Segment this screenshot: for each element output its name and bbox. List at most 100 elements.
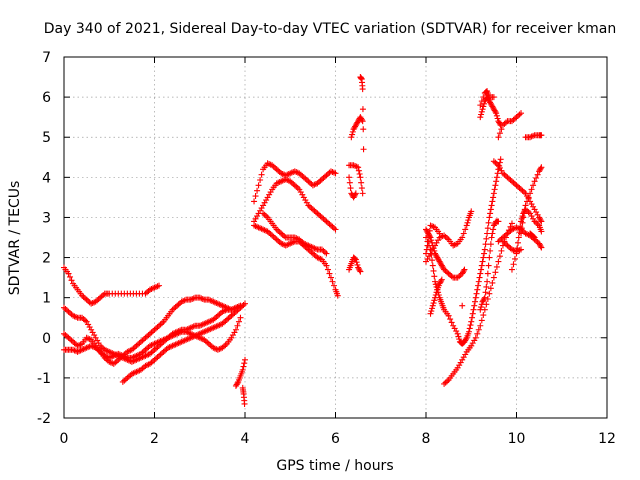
data-point (508, 220, 515, 227)
data-point (89, 343, 96, 350)
data-point (263, 197, 270, 204)
data-point (67, 273, 74, 280)
data-point (86, 336, 93, 343)
data-point (444, 269, 451, 276)
y-tick-label: 6 (42, 90, 51, 106)
data-point (428, 308, 435, 315)
data-point (472, 334, 479, 341)
data-point (518, 110, 525, 117)
data-point (330, 225, 337, 232)
data-point (318, 214, 325, 221)
data-point (67, 336, 74, 343)
data-point (462, 226, 469, 233)
data-point (469, 340, 476, 347)
data-point (231, 329, 238, 336)
y-tick-label: 3 (42, 210, 51, 226)
data-point (424, 242, 431, 249)
data-point (242, 356, 248, 363)
data-point (498, 235, 505, 242)
data-point (469, 314, 476, 321)
data-point (156, 322, 163, 329)
data-point (444, 378, 451, 385)
data-point (317, 177, 324, 184)
data-point (478, 304, 485, 311)
data-point (347, 185, 354, 192)
data-point (252, 193, 259, 200)
data-point (273, 166, 280, 173)
data-point (502, 231, 509, 238)
chart-title: Day 340 of 2021, Sidereal Day-to-day VTE… (44, 21, 616, 37)
data-point (290, 181, 297, 188)
data-point (538, 164, 545, 171)
data-point (468, 208, 475, 215)
data-point (486, 214, 493, 221)
data-point (511, 255, 518, 262)
data-point (484, 278, 491, 285)
data-point (175, 301, 182, 308)
data-point (489, 230, 496, 237)
data-point (487, 285, 494, 292)
data-point (204, 339, 211, 346)
data-point (332, 226, 339, 233)
data-point (486, 290, 493, 297)
data-point (149, 358, 156, 365)
data-point (447, 271, 454, 278)
data-point (464, 219, 471, 226)
data-point (516, 111, 523, 118)
data-point (61, 330, 67, 337)
y-tick-label: 2 (42, 251, 51, 267)
data-point (484, 225, 491, 232)
data-point (493, 263, 500, 270)
data-point (495, 134, 502, 141)
data-point (239, 366, 246, 373)
data-point (64, 307, 71, 314)
data-point (198, 295, 205, 302)
data-point (515, 183, 522, 190)
data-point (303, 177, 310, 184)
y-tick-label: -2 (37, 411, 51, 427)
data-point (263, 213, 270, 220)
data-point (91, 332, 98, 339)
data-point (360, 146, 367, 153)
data-point (511, 181, 518, 188)
data-point (349, 128, 356, 135)
data-point (423, 246, 430, 253)
x-tick-label: 4 (241, 431, 250, 447)
data-point (493, 112, 500, 119)
data-point (241, 400, 248, 407)
data-point (136, 340, 143, 347)
data-point (504, 242, 511, 249)
data-point (190, 295, 197, 302)
data-point (445, 312, 452, 319)
y-tick-label: 7 (42, 50, 51, 66)
data-point (498, 247, 505, 254)
data-point (356, 267, 363, 274)
data-point (309, 206, 316, 213)
data-point (425, 238, 432, 245)
data-point (475, 278, 482, 285)
data-point (480, 297, 487, 304)
data-point (133, 342, 140, 349)
data-point (77, 341, 84, 348)
data-point (481, 250, 488, 257)
y-tick-label: 5 (42, 130, 51, 146)
data-point (284, 177, 291, 184)
data-point (431, 297, 438, 304)
data-point (492, 159, 499, 166)
data-point (428, 237, 435, 244)
data-point (501, 171, 508, 178)
data-point (140, 336, 147, 343)
data-point (309, 250, 316, 257)
data-point (453, 328, 460, 335)
data-point (507, 177, 514, 184)
data-point (466, 325, 473, 332)
y-tick-label: 4 (42, 170, 51, 186)
data-point (505, 175, 512, 182)
data-point (334, 292, 341, 299)
data-point (435, 237, 442, 244)
data-point (504, 230, 511, 237)
data-point (357, 174, 364, 181)
data-point (231, 310, 238, 317)
data-point (302, 197, 309, 204)
data-point (305, 202, 312, 209)
